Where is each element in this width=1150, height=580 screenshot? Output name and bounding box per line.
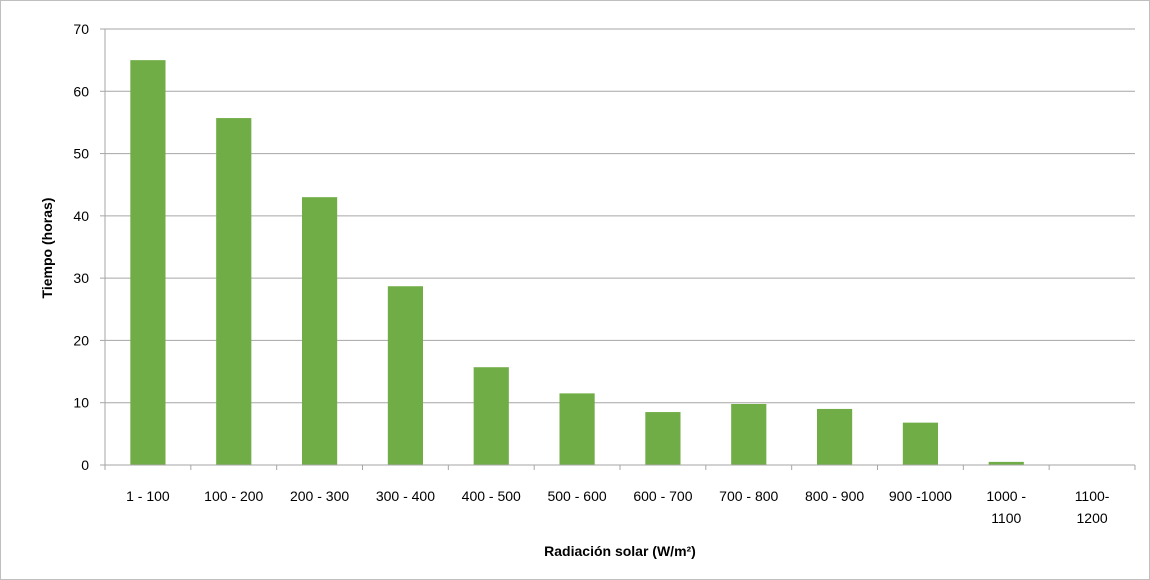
x-tick-label: 900 -1000 [889, 488, 952, 504]
y-tick-label: 60 [73, 83, 89, 99]
bar [216, 118, 252, 465]
bar [559, 393, 595, 465]
y-tick-label: 20 [73, 332, 89, 348]
y-tick-label: 10 [73, 395, 89, 411]
x-tick-label: 1100- [1075, 488, 1110, 504]
y-tick-label: 30 [73, 270, 89, 286]
x-tick-label: 600 - 700 [633, 488, 692, 504]
y-axis-title: Tiempo (horas) [39, 198, 55, 299]
x-tick-label: 1200 [1077, 510, 1108, 526]
bar [301, 197, 338, 465]
x-axis-title: Radiación solar (W/m²) [544, 543, 696, 559]
gridlines [105, 28, 1135, 404]
bar [731, 403, 767, 465]
bar [473, 367, 509, 465]
bar [902, 422, 939, 465]
x-tick-label: 1 - 100 [126, 488, 170, 504]
bar [130, 60, 166, 466]
bar [816, 408, 853, 465]
bar [645, 412, 681, 465]
axes [100, 28, 1136, 470]
x-tick-label: 1000 - [986, 488, 1026, 504]
x-tick-label: 200 - 300 [290, 488, 349, 504]
bar [988, 461, 1024, 465]
x-tick-label: 1100 [991, 510, 1021, 526]
x-tick-label: 400 - 500 [462, 488, 521, 504]
x-tick-label: 800 - 900 [805, 488, 864, 504]
y-tick-label: 0 [81, 457, 89, 473]
tick-labels: 0 10 20 30 40 50 60 70 1 - 100 100 - 200 200 - 300… [73, 21, 1109, 526]
y-tick-label: 50 [73, 146, 89, 162]
y-tick-label: 70 [73, 21, 89, 37]
x-tick-label: 500 - 600 [547, 488, 606, 504]
x-tick-label: 700 - 800 [719, 488, 778, 504]
bar [387, 286, 424, 465]
x-tick-label: 300 - 400 [376, 488, 435, 504]
bars [130, 60, 1024, 466]
y-tick-label: 40 [73, 208, 89, 224]
x-tick-label: 100 - 200 [204, 488, 263, 504]
